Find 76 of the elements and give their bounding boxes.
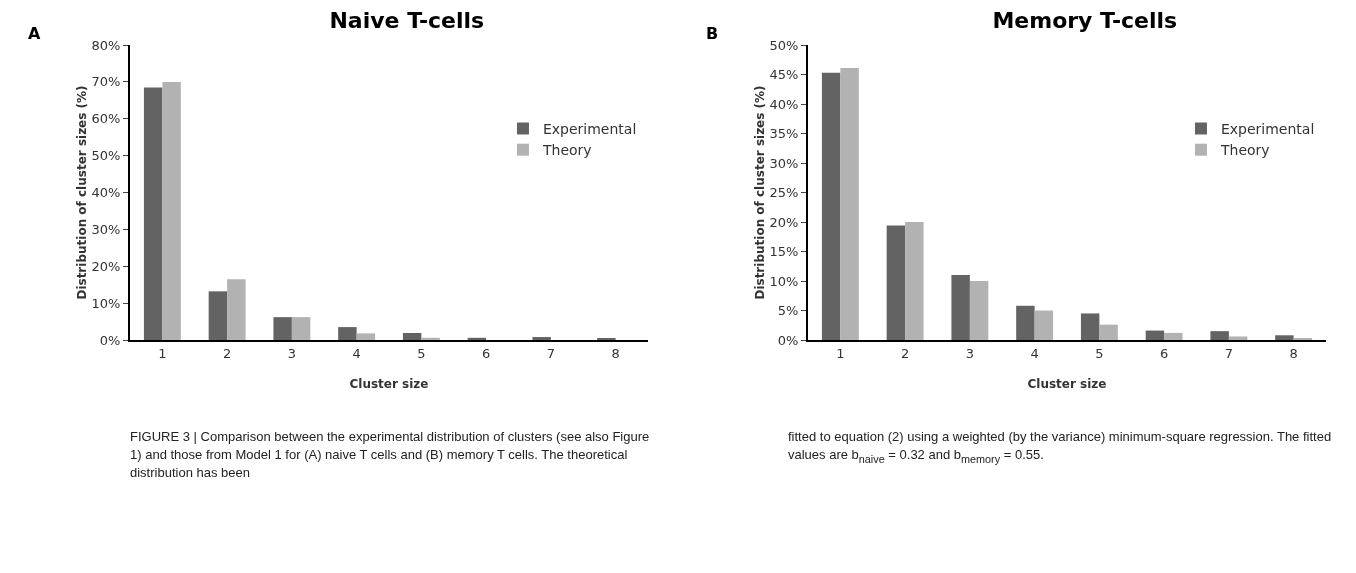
y-tick-label: 80% [91, 37, 121, 53]
x-tick-label: 4 [352, 345, 361, 361]
text: fitted to equation (2) using a weighted (by the variance) minimum-square regression. The fitted values are b$_{naive}$ = 0.32 and b$_{memory}$ = 0.55. [787, 428, 1333, 467]
x-tick-label: 8 [1289, 345, 1298, 361]
bar [227, 279, 246, 340]
legend-label: Theory [1219, 142, 1270, 159]
y-tick-label: 25% [769, 185, 799, 201]
legend-label: Experimental [1220, 120, 1315, 137]
bar [1016, 305, 1035, 340]
y-tick-label: 0% [777, 332, 799, 348]
x-tick-label: 7 [546, 345, 556, 361]
bar [951, 275, 970, 340]
chart-title: Memory T-cells [992, 8, 1178, 33]
bar [969, 281, 989, 340]
y-tick-label: 10% [769, 273, 799, 289]
bar [1034, 310, 1054, 340]
y-tick-label: 40% [769, 96, 799, 112]
x-tick-label: 5 [1095, 345, 1104, 361]
x-tick-label: 1 [836, 345, 845, 361]
bar [273, 317, 292, 340]
bar [1228, 336, 1248, 340]
y-tick-label: 5% [777, 303, 799, 319]
y-tick-label: 30% [769, 155, 799, 171]
text: B [706, 24, 719, 43]
bar [143, 87, 163, 340]
bar [1145, 330, 1165, 340]
x-tick-label: 7 [1224, 345, 1234, 361]
y-tick-label: 50% [91, 148, 121, 164]
y-tick-label: 30% [91, 221, 121, 237]
bar [886, 225, 906, 340]
bar [291, 317, 311, 340]
bar [402, 332, 422, 340]
x-tick-label: 1 [158, 345, 167, 361]
legend-label: Theory [541, 142, 592, 159]
bar [1080, 313, 1100, 340]
chart-title: Naive T-cells [329, 8, 485, 33]
y-tick-label: 20% [769, 214, 799, 230]
x-tick-label: 4 [1030, 345, 1039, 361]
bar [905, 222, 924, 340]
y-axis-title: Distribution of cluster sizes (%) [75, 85, 90, 300]
y-tick-label: 60% [91, 111, 121, 127]
bar [421, 337, 440, 340]
y-tick-label: 45% [769, 67, 799, 83]
bar [338, 327, 357, 340]
y-tick-label: 35% [769, 126, 799, 142]
x-axis-title: Cluster size [1027, 377, 1107, 391]
x-tick-label: 8 [611, 345, 620, 361]
y-tick-label: 40% [91, 185, 121, 201]
y-tick-label: 15% [769, 244, 799, 260]
x-axis-title: Cluster size [349, 377, 429, 391]
caption: FIGURE 3 | Comparison between the experimental distribution of clusters (see also Figure 1) and those from Model 1 for (A) naive T cells and (B) memory T cells. The theoretical distribution has been [129, 428, 651, 482]
y-tick-label: 10% [91, 295, 121, 311]
x-tick-label: 2 [222, 345, 232, 361]
x-tick-label: 6 [481, 345, 491, 361]
x-tick-label: 5 [417, 345, 426, 361]
bar [1210, 331, 1229, 340]
bar [1275, 335, 1294, 340]
x-tick-label: 3 [287, 345, 297, 361]
text: A [28, 24, 41, 43]
bar [1099, 324, 1118, 340]
bar [356, 333, 376, 340]
y-axis-title: Distribution of cluster sizes (%) [753, 85, 768, 300]
y-tick-label: 0% [99, 332, 121, 348]
bar [821, 72, 841, 340]
x-tick-label: 6 [1159, 345, 1169, 361]
legend-label: Experimental [542, 120, 637, 137]
bar [208, 291, 228, 340]
x-tick-label: 2 [900, 345, 910, 361]
bar [840, 68, 859, 340]
bar [1164, 332, 1183, 340]
y-tick-label: 70% [91, 74, 121, 90]
x-tick-label: 3 [965, 345, 975, 361]
bar [532, 337, 551, 340]
y-tick-label: 20% [91, 258, 121, 274]
bar [162, 81, 181, 340]
y-tick-label: 50% [769, 37, 799, 53]
